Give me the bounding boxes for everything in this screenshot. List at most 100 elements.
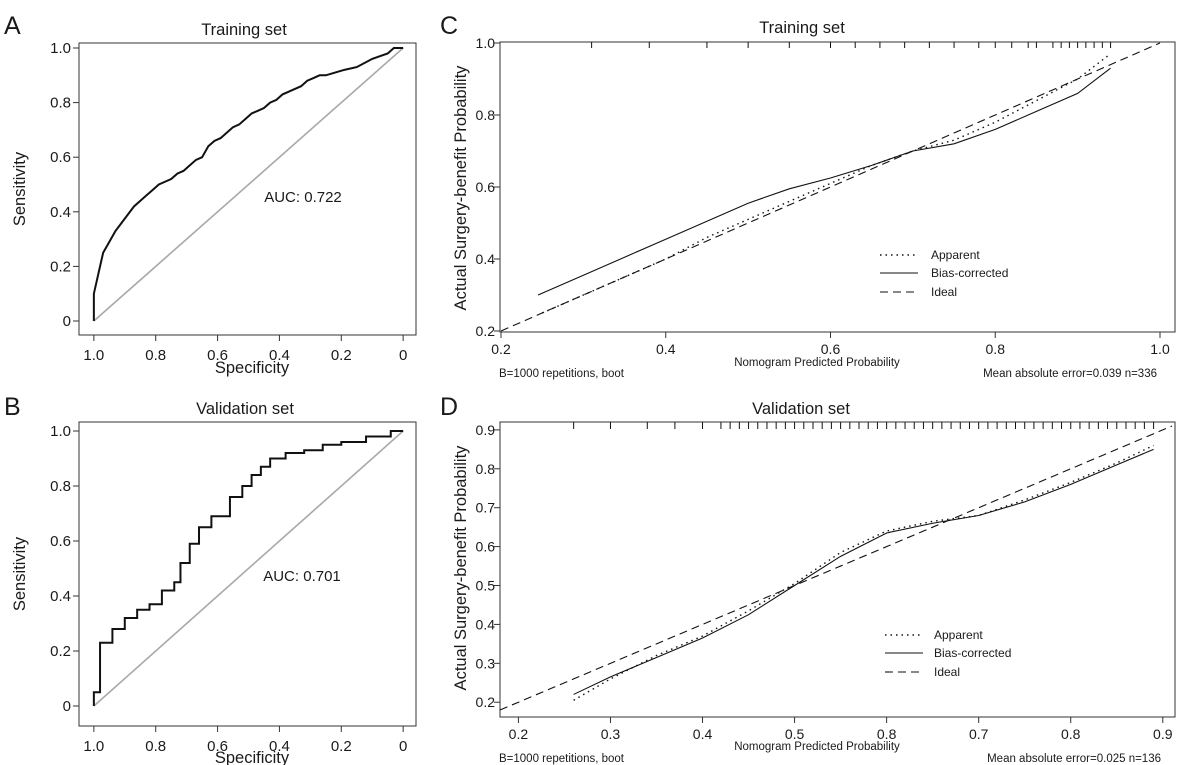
- panel-c-x-tick-label: 0.6: [821, 341, 841, 357]
- panel-d-ideal-line: [499, 425, 1173, 711]
- panel-d-y-tick-label: 0.6: [476, 539, 496, 555]
- panel-b-x-tick-label: 0.8: [145, 738, 166, 755]
- legend-bias-label-c: Bias-corrected: [931, 266, 1008, 280]
- panel-b-y-tick-label: 0.2: [50, 643, 71, 660]
- panel-d-x-tick-label: 0.8: [877, 726, 897, 742]
- panel-b-x-tick-label: 0.2: [331, 738, 352, 755]
- panel-b-y-tick-label: 0.4: [50, 588, 71, 605]
- chart-title-d: Validation set: [752, 400, 850, 418]
- footer-left-c: B=1000 repetitions, boot: [499, 368, 625, 380]
- panel-b-y-tick-label: 0.8: [50, 478, 71, 495]
- panel-c-ideal-line: [500, 42, 1161, 332]
- panel-letter-c: C: [440, 12, 458, 40]
- panel-d-y-tick-label: 0.9: [476, 422, 496, 438]
- panel-a-y-tick-label: 0: [63, 313, 71, 330]
- roc-chart-b: 1.0 0.8 0.6 0.4 0.2 0 0 0.2 0.4 0.6 0.8 1.0: [50, 423, 407, 755]
- footer-right-d: Mean absolute error=0.025 n=136: [987, 753, 1161, 765]
- plot-frame-c: [499, 41, 1176, 333]
- x-axis-label-a: Specificity: [215, 359, 290, 377]
- panel-c-x-tick-label: 0.2: [491, 341, 511, 357]
- panel-b-x-tick-label: 0.6: [207, 738, 228, 755]
- x-axis-label-b: Specificity: [215, 749, 290, 765]
- panel-d-x-tick-label: 0.9: [1153, 726, 1173, 742]
- panel-d-x-tick-label: 0.3: [601, 726, 621, 742]
- panel-a-y-tick-label: 0.4: [50, 204, 71, 221]
- panel-a-y-tick-label: 0.6: [50, 149, 71, 166]
- x-axis-label-c: Nomogram Predicted Probability: [734, 357, 900, 369]
- panel-b-roc-curve: [92, 430, 404, 706]
- panel-d-x-tick-label: 0.5: [785, 726, 805, 742]
- panel-b-y-tick-label: 0: [63, 698, 71, 715]
- y-axis-label-b: Sensitivity: [11, 536, 29, 611]
- panel-b-x-tick-label: 0.4: [269, 738, 290, 755]
- footer-right-c: Mean absolute error=0.039 n=336: [983, 368, 1157, 380]
- panel-d-x-tick-label: 0.4: [693, 726, 713, 742]
- panel-b-x-tick-label: 1.0: [83, 738, 104, 755]
- plot-frame-a: [78, 42, 417, 336]
- auc-label-b: AUC: 0.701: [263, 568, 341, 585]
- chart-title-c: Training set: [759, 19, 845, 37]
- footer-left-d: B=1000 repetitions, boot: [499, 753, 625, 765]
- panel-letter-b: B: [4, 393, 21, 421]
- panel-c-x-tick-label: 0.8: [986, 341, 1006, 357]
- calibration-chart-d: 0.2 0.3 0.4 0.5 0.8 0.7 0.8 0.9 0.2 0.3 0.4 0.5 0.6 0…: [476, 422, 1173, 742]
- panel-a-roc-training: A Training set Specificity Sensitivity A…: [4, 12, 417, 377]
- plot-frame-b: [78, 421, 417, 727]
- panel-c-y-tick-label: 1.0: [476, 35, 496, 51]
- panel-a-x-tick-label: 0.8: [145, 347, 166, 364]
- panel-a-y-tick-label: 0.2: [50, 258, 71, 275]
- panel-b-y-tick-label: 0.6: [50, 533, 71, 550]
- panel-c-apparent-line: [541, 53, 1111, 314]
- panel-d-bias-corrected-line: [573, 448, 1154, 695]
- panel-c-x-tick-label: 1.0: [1150, 341, 1170, 357]
- y-axis-label-d: Actual Surgery-benefit Probability: [452, 445, 470, 691]
- panel-c-y-tick-label: 0.8: [476, 107, 496, 123]
- calibration-chart-c: 0.2 0.4 0.6 0.8 1.0 0.2 0.4 0.6 0.8 1.0: [476, 35, 1170, 357]
- panel-b-x-tick-label: 0: [399, 738, 407, 755]
- panel-b-reference-diagonal: [93, 430, 404, 707]
- panel-b-roc-validation: B Validation set Specificity Sensitivity…: [4, 393, 417, 765]
- y-axis-label-a: Sensitivity: [11, 151, 29, 226]
- legend-ideal-label-c: Ideal: [931, 285, 957, 299]
- panel-a-x-tick-label: 0.6: [207, 347, 228, 364]
- panel-c-calibration-training: C Training set Nomogram Predicted Probab…: [440, 12, 1176, 380]
- panel-d-y-tick-label: 0.2: [476, 694, 496, 710]
- panel-a-x-tick-label: 0.2: [331, 347, 352, 364]
- roc-chart-a: 1.0 0.8 0.6 0.4 0.2 0 0 0.2 0.4 0.6 0.8 1.0: [50, 40, 407, 364]
- panel-a-y-tick-label: 1.0: [50, 40, 71, 57]
- legend-bias-label-d: Bias-corrected: [934, 646, 1011, 660]
- panel-a-roc-curve: [92, 47, 404, 321]
- panel-d-x-tick-label: 0.7: [969, 726, 989, 742]
- panel-d-apparent-line: [573, 444, 1154, 701]
- panel-c-y-tick-label: 0.2: [476, 323, 496, 339]
- panel-d-calibration-validation: D Validation set Nomogram Predicted Prob…: [440, 393, 1176, 765]
- legend-c: Apparent Bias-corrected Ideal: [880, 248, 1008, 299]
- panel-d-x-tick-label: 0.8: [1061, 726, 1081, 742]
- panel-d-y-tick-label: 0.3: [476, 655, 496, 671]
- panel-d-y-tick-label: 0.5: [476, 578, 496, 594]
- panel-d-x-tick-label: 0.2: [509, 726, 529, 742]
- x-axis-label-d: Nomogram Predicted Probability: [734, 741, 900, 753]
- panel-a-x-tick-label: 0.4: [269, 347, 290, 364]
- plot-frame-d: [499, 421, 1176, 718]
- panel-c-y-tick-label: 0.4: [476, 251, 496, 267]
- y-axis-label-c: Actual Surgery-benefit Probability: [452, 65, 470, 311]
- panel-d-y-tick-label: 0.8: [476, 461, 496, 477]
- panel-letter-d: D: [440, 393, 458, 421]
- panel-c-y-tick-label: 0.6: [476, 179, 496, 195]
- chart-title-a: Training set: [201, 21, 287, 39]
- legend-apparent-label-c: Apparent: [931, 248, 980, 262]
- panel-a-y-tick-label: 0.8: [50, 95, 71, 112]
- panel-c-x-tick-label: 0.4: [656, 341, 676, 357]
- panel-c-bias-corrected-line: [537, 67, 1111, 296]
- panel-a-reference-diagonal: [93, 47, 404, 322]
- chart-title-b: Validation set: [196, 400, 294, 418]
- legend-ideal-label-d: Ideal: [934, 665, 960, 679]
- panel-d-y-tick-label: 0.7: [476, 500, 496, 516]
- legend-d: Apparent Bias-corrected Ideal: [885, 628, 1011, 679]
- panel-a-x-tick-label: 0: [399, 347, 407, 364]
- panel-a-x-tick-label: 1.0: [83, 347, 104, 364]
- panel-letter-a: A: [4, 12, 21, 40]
- panel-d-y-tick-label: 0.4: [476, 616, 496, 632]
